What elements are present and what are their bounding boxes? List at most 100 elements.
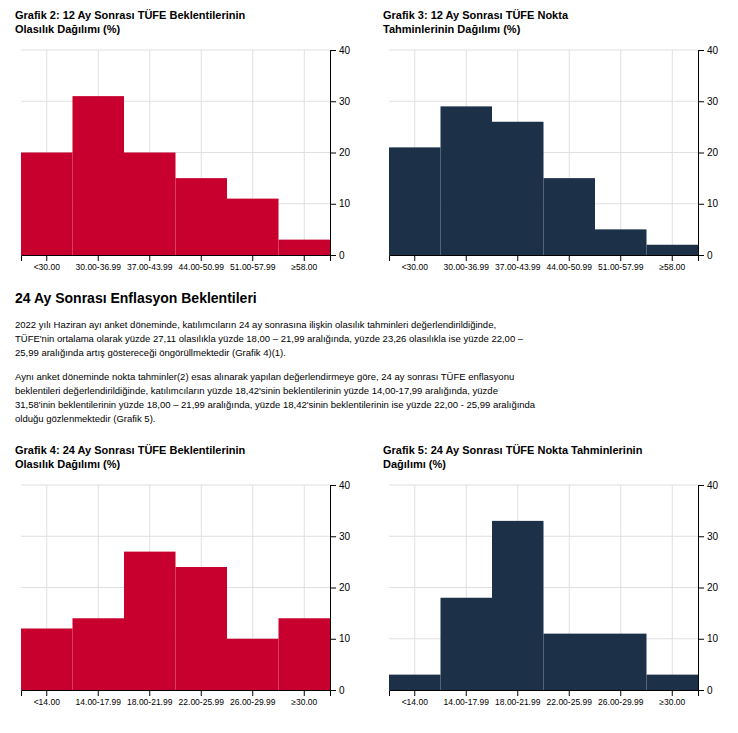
tick-mark — [330, 50, 336, 51]
y-tick-label: 20 — [339, 582, 351, 593]
x-tick-label: ≥58.00 — [291, 262, 317, 272]
tick-mark — [98, 690, 99, 696]
paragraph: Aynı anket döneminde nokta tahminler(2) … — [15, 370, 535, 426]
x-tick: 44.00-50.99 — [547, 255, 593, 272]
x-tick-label: <30.00 — [402, 262, 429, 272]
x-tick-label: 14.00-17.99 — [444, 697, 490, 707]
y-tick: 30 — [330, 96, 351, 107]
axis-line — [331, 51, 337, 256]
y-tick-label: 0 — [707, 685, 713, 696]
bar — [492, 122, 544, 255]
x-tick-label: 51.00-57.99 — [230, 262, 276, 272]
tick-mark — [698, 639, 704, 640]
x-axis: <14.00 14.00-17.99 18.00-21.99 22.00-25.99 2… — [390, 690, 699, 707]
bar — [389, 147, 441, 255]
tick-mark — [620, 255, 621, 261]
tick-mark — [201, 255, 202, 261]
grid-line-x — [414, 485, 415, 690]
tick-mark — [304, 690, 305, 696]
x-tick-label: ≥30.00 — [659, 697, 685, 707]
grid-line-y — [21, 101, 330, 102]
tick-mark — [330, 255, 336, 256]
bar — [389, 675, 441, 690]
x-tick-label: <14.00 — [402, 697, 429, 707]
x-tick: 51.00-57.99 — [598, 255, 644, 272]
bars — [389, 521, 698, 690]
bar — [441, 598, 493, 690]
tick-mark — [698, 485, 704, 486]
tick-mark — [672, 255, 673, 261]
y-tick-label: 30 — [707, 96, 719, 107]
x-tick-label: 22.00-25.99 — [547, 697, 593, 707]
y-tick: 30 — [330, 531, 351, 542]
axis-line — [22, 691, 331, 697]
y-tick-label: 20 — [707, 147, 719, 158]
x-tick: 26.00-29.99 — [230, 690, 276, 707]
tick-mark — [569, 690, 570, 696]
chart-title: Grafik 4: 24 Ay Sonrası TÜFE Beklentiler… — [15, 443, 245, 471]
x-tick: 37.00-43.99 — [127, 255, 173, 272]
x-tick-label: <14.00 — [34, 697, 61, 707]
x-tick: ≥30.00 — [659, 690, 685, 707]
x-tick-label: 44.00-50.99 — [547, 262, 593, 272]
x-tick: 14.00-17.99 — [76, 690, 122, 707]
y-tick-label: 20 — [339, 147, 351, 158]
tick-mark — [698, 690, 704, 691]
y-tick-label: 30 — [339, 96, 351, 107]
bar — [227, 199, 279, 255]
plot: <14.00 14.00-17.99 18.00-21.99 22.00-25.99 2… — [21, 480, 351, 707]
page: Grafik 2: 12 Ay Sonrası TÜFE Beklentiler… — [0, 0, 738, 733]
x-tick: <30.00 — [34, 255, 61, 272]
x-tick: <30.00 — [402, 255, 429, 272]
x-tick: ≥30.00 — [291, 690, 317, 707]
y-tick-label: 40 — [707, 45, 719, 56]
tick-mark — [698, 204, 704, 205]
x-tick-label: 18.00-21.99 — [127, 697, 173, 707]
y-tick: 40 — [698, 480, 719, 491]
y-tick: 0 — [698, 250, 713, 261]
x-tick: <14.00 — [34, 690, 61, 707]
x-tick: 26.00-29.99 — [598, 690, 644, 707]
tick-mark — [252, 255, 253, 261]
y-tick: 10 — [330, 198, 351, 209]
tick-mark — [698, 50, 704, 51]
tick-mark — [330, 588, 336, 589]
x-tick: 18.00-21.99 — [127, 690, 173, 707]
y-tick-label: 20 — [707, 582, 719, 593]
tick-mark — [330, 690, 336, 691]
y-axis: 010203040 — [330, 480, 351, 696]
tick-mark — [698, 255, 704, 256]
y-tick-label: 10 — [707, 198, 719, 209]
axis-line — [699, 486, 705, 691]
tick-mark — [98, 255, 99, 261]
y-tick: 20 — [698, 582, 719, 593]
y-tick-label: 40 — [339, 480, 351, 491]
bar — [73, 618, 125, 690]
bar — [21, 629, 73, 691]
tick-mark — [672, 690, 673, 696]
y-tick: 30 — [698, 96, 719, 107]
bar — [544, 634, 596, 690]
tick-mark — [330, 536, 336, 537]
x-tick: 18.00-21.99 — [495, 690, 541, 707]
x-tick-label: 37.00-43.99 — [495, 262, 541, 272]
x-axis: <14.00 14.00-17.99 18.00-21.99 22.00-25.99 2… — [22, 690, 331, 707]
grid-line-x — [672, 50, 673, 255]
x-tick-label: 30.00-36.99 — [76, 262, 122, 272]
y-tick: 40 — [330, 45, 351, 56]
x-tick-label: 18.00-21.99 — [495, 697, 541, 707]
y-tick: 20 — [330, 147, 351, 158]
y-tick-label: 30 — [707, 531, 719, 542]
tick-mark — [330, 153, 336, 154]
x-tick: 44.00-50.99 — [179, 255, 225, 272]
x-tick: 51.00-57.99 — [230, 255, 276, 272]
chart-title: Grafik 2: 12 Ay Sonrası TÜFE Beklentiler… — [15, 8, 245, 36]
x-tick-label: ≥58.00 — [659, 262, 685, 272]
x-tick: 22.00-25.99 — [179, 690, 225, 707]
x-tick-label: 22.00-25.99 — [179, 697, 225, 707]
x-tick: ≥58.00 — [291, 255, 317, 272]
grid — [389, 50, 698, 255]
plot: <30.00 30.00-36.99 37.00-43.99 44.00-50.99 5… — [21, 45, 351, 272]
bar-chart: <30.0030.00-36.9937.00-43.9944.00-50.995… — [383, 42, 728, 277]
axis-line — [699, 51, 705, 256]
